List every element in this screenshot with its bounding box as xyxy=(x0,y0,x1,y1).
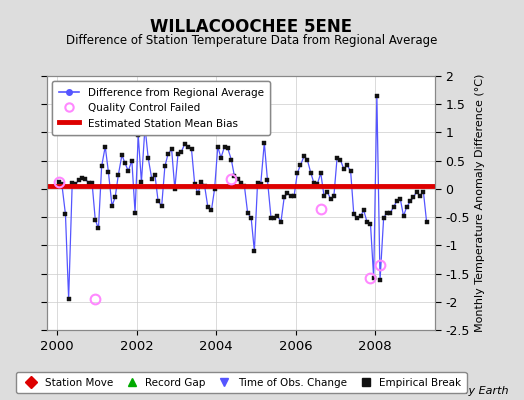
Text: Berkeley Earth: Berkeley Earth xyxy=(426,386,508,396)
Text: WILLACOOCHEE 5ENE: WILLACOOCHEE 5ENE xyxy=(150,18,353,36)
Legend: Difference from Regional Average, Quality Control Failed, Estimated Station Mean: Difference from Regional Average, Qualit… xyxy=(52,81,270,135)
Y-axis label: Monthly Temperature Anomaly Difference (°C): Monthly Temperature Anomaly Difference (… xyxy=(475,74,485,332)
Legend: Station Move, Record Gap, Time of Obs. Change, Empirical Break: Station Move, Record Gap, Time of Obs. C… xyxy=(16,372,466,393)
Text: Difference of Station Temperature Data from Regional Average: Difference of Station Temperature Data f… xyxy=(66,34,437,47)
